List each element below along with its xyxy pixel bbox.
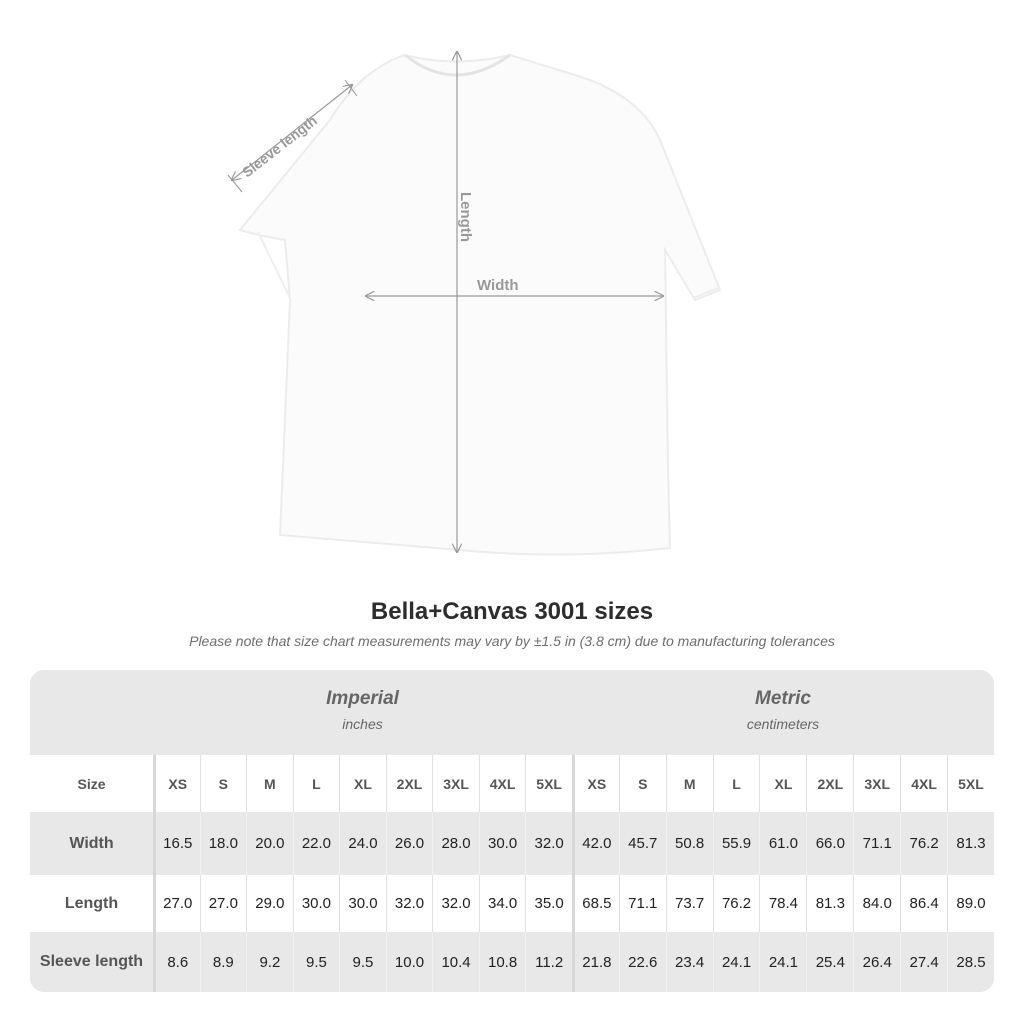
row-label: Width xyxy=(69,834,114,852)
metric-label: Metric xyxy=(755,688,811,709)
imperial-label: Imperial xyxy=(326,688,399,709)
unit-header: Imperial inches Metric centimeters xyxy=(30,670,994,755)
imperial-value: 8.9 xyxy=(199,932,247,992)
imperial-value: 8.6 xyxy=(153,932,200,992)
metric-value: 21.8 xyxy=(571,932,619,992)
metric-value: 84.0 xyxy=(853,875,900,932)
table-row: Sleeve length 8.6 8.9 9.2 9.5 9.5 10.0 10.4 10.8… xyxy=(30,932,994,992)
imperial-value: 18.0 xyxy=(199,812,247,875)
size-metric-header: M xyxy=(665,755,713,812)
imperial-value: 27.0 xyxy=(199,875,247,932)
metric-value: 27.4 xyxy=(900,932,947,992)
metric-value: 28.5 xyxy=(947,932,994,992)
length-label: Length xyxy=(457,192,474,242)
size-imperial-header: XS xyxy=(153,755,200,812)
metric-header: Metric centimeters xyxy=(572,688,994,732)
metric-value: 23.4 xyxy=(665,932,713,992)
metric-value: 86.4 xyxy=(900,875,947,932)
size-imperial-header: XL xyxy=(339,755,386,812)
imperial-value: 10.0 xyxy=(385,932,433,992)
size-imperial-header: S xyxy=(199,755,247,812)
size-metric-header: XL xyxy=(759,755,806,812)
imperial-value: 30.0 xyxy=(292,875,340,932)
metric-value: 66.0 xyxy=(806,812,853,875)
imperial-value: 16.5 xyxy=(153,812,200,875)
width-label: Width xyxy=(477,277,519,294)
imperial-value: 9.5 xyxy=(292,932,340,992)
imperial-unit: inches xyxy=(342,716,383,732)
size-imperial-header: 3XL xyxy=(432,755,479,812)
metric-value: 24.1 xyxy=(712,932,760,992)
metric-value: 81.3 xyxy=(947,812,994,875)
metric-value: 71.1 xyxy=(618,875,666,932)
tshirt-diagram: Length Width Sleeve length xyxy=(227,0,722,556)
size-metric-header: L xyxy=(712,755,760,812)
metric-value: 26.4 xyxy=(853,932,900,992)
size-imperial-header: 5XL xyxy=(525,755,572,812)
imperial-value: 20.0 xyxy=(246,812,293,875)
size-metric-header: S xyxy=(618,755,666,812)
metric-value: 25.4 xyxy=(806,932,853,992)
size-metric-header: XS xyxy=(571,755,619,812)
metric-value: 45.7 xyxy=(618,812,666,875)
imperial-value: 9.5 xyxy=(339,932,386,992)
sleeve-line xyxy=(232,85,352,180)
imperial-value: 30.0 xyxy=(339,875,386,932)
imperial-value: 27.0 xyxy=(153,875,200,932)
metric-value: 24.1 xyxy=(759,932,806,992)
metric-value: 76.2 xyxy=(900,812,947,875)
imperial-value: 32.0 xyxy=(432,875,479,932)
size-metric-header: 5XL xyxy=(947,755,994,812)
metric-value: 71.1 xyxy=(853,812,900,875)
table-row: Length 27.0 27.0 29.0 30.0 30.0 32.0 32.0 34.0 35… xyxy=(30,875,994,932)
imperial-value: 11.2 xyxy=(525,932,572,992)
metric-value: 42.0 xyxy=(571,812,619,875)
metric-value: 68.5 xyxy=(571,875,619,932)
imperial-value: 28.0 xyxy=(432,812,479,875)
imperial-value: 34.0 xyxy=(478,875,526,932)
metric-value: 22.6 xyxy=(618,932,666,992)
metric-unit: centimeters xyxy=(746,716,820,732)
imperial-value: 24.0 xyxy=(339,812,386,875)
imperial-value: 10.8 xyxy=(478,932,526,992)
row-label: Sleeve length xyxy=(39,953,144,970)
metric-value: 61.0 xyxy=(759,812,806,875)
size-imperial-header: 2XL xyxy=(385,755,433,812)
row-label: Length xyxy=(64,894,119,912)
metric-value: 78.4 xyxy=(759,875,806,932)
metric-value: 73.7 xyxy=(665,875,713,932)
size-table: Imperial inches Metric centimeters Size X… xyxy=(30,670,994,992)
imperial-value: 35.0 xyxy=(525,875,572,932)
size-metric-header: 2XL xyxy=(806,755,853,812)
size-imperial-header: M xyxy=(246,755,293,812)
row-label: Size xyxy=(77,775,106,792)
metric-value: 55.9 xyxy=(712,812,760,875)
metric-value: 76.2 xyxy=(712,875,760,932)
imperial-value: 26.0 xyxy=(385,812,433,875)
imperial-value: 9.2 xyxy=(246,932,293,992)
size-imperial-header: L xyxy=(292,755,340,812)
metric-value: 89.0 xyxy=(947,875,994,932)
imperial-value: 10.4 xyxy=(432,932,479,992)
metric-value: 50.8 xyxy=(665,812,713,875)
imperial-value: 32.0 xyxy=(385,875,433,932)
imperial-value: 29.0 xyxy=(246,875,293,932)
metric-value: 81.3 xyxy=(806,875,853,932)
tolerance-note: Please note that size chart measurements… xyxy=(189,633,835,649)
imperial-value: 32.0 xyxy=(525,812,572,875)
size-metric-header: 3XL xyxy=(853,755,900,812)
size-imperial-header: 4XL xyxy=(478,755,526,812)
imperial-header: Imperial inches xyxy=(153,688,572,732)
table-row: Width 16.5 18.0 20.0 22.0 24.0 26.0 28.0 30.0 32.… xyxy=(30,812,994,875)
size-header-row: Size XS S M L XL 2XL 3XL 4XL 5XL XS S M L XL 2XL 3XL 4XL 5… xyxy=(30,755,994,812)
imperial-value: 30.0 xyxy=(478,812,526,875)
page-title: Bella+Canvas 3001 sizes xyxy=(370,598,654,625)
size-metric-header: 4XL xyxy=(900,755,947,812)
imperial-value: 22.0 xyxy=(292,812,340,875)
